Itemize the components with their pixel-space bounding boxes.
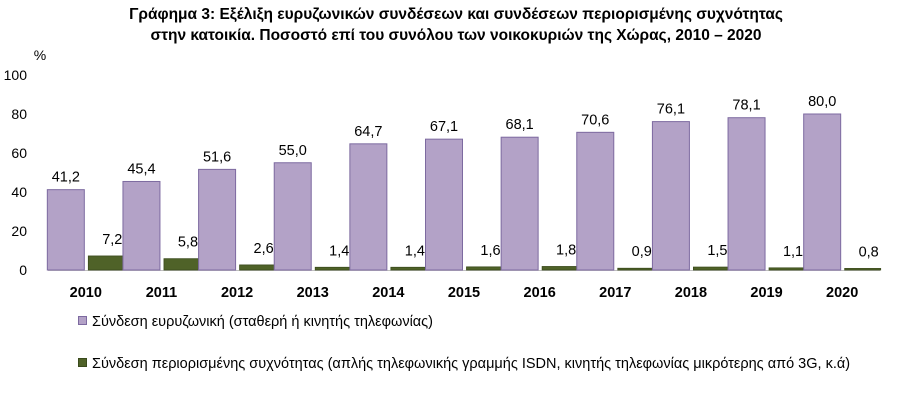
data-label-broadband: 70,6 (581, 112, 609, 128)
data-label-broadband: 67,1 (430, 119, 458, 135)
bar-narrowband (617, 267, 655, 271)
y-tick-label: 60 (11, 145, 27, 161)
x-tick-label: 2019 (750, 285, 782, 301)
legend-swatch-broadband (78, 316, 87, 325)
bar-broadband (425, 138, 463, 271)
x-tick-label: 2013 (297, 285, 329, 301)
y-tick-label: 20 (11, 223, 27, 239)
data-label-narrowband: 1,8 (556, 242, 576, 258)
bar-broadband (500, 136, 539, 271)
x-tick-label: 2020 (826, 285, 858, 301)
y-tick-label: 40 (11, 184, 27, 200)
bar-narrowband (314, 266, 352, 271)
bar-narrowband (87, 255, 125, 271)
data-label-narrowband: 1,5 (707, 243, 727, 259)
bar-broadband (576, 131, 615, 271)
bar-broadband (122, 180, 161, 271)
bar-broadband (349, 143, 388, 271)
bar-broadband (651, 121, 690, 271)
x-tick-label: 2017 (599, 285, 631, 301)
x-tick-label: 2010 (70, 285, 102, 301)
bar-narrowband (163, 258, 201, 271)
data-label-broadband: 51,6 (203, 149, 231, 165)
y-axis-unit: % (34, 47, 46, 63)
x-tick-label: 2015 (448, 285, 480, 301)
bar-broadband (273, 162, 312, 271)
data-label-broadband: 55,0 (279, 143, 307, 159)
data-label-broadband: 64,7 (354, 124, 382, 140)
data-label-narrowband: 5,8 (178, 235, 198, 251)
legend-label-narrowband: Σύνδεση περιορισμένης συχνότητας (απλής … (92, 356, 851, 372)
y-tick-label: 80 (11, 106, 27, 122)
legend-label-broadband: Σύνδεση ευρυζωνική (σταθερή ή κινητής τη… (92, 314, 433, 330)
data-label-narrowband: 0,8 (859, 244, 879, 260)
y-tick-label: 100 (4, 67, 28, 83)
data-label-narrowband: 1,1 (783, 244, 803, 260)
x-tick-label: 2018 (675, 285, 707, 301)
bar-narrowband (844, 268, 882, 271)
data-label-broadband: 76,1 (657, 102, 685, 118)
bar-broadband (727, 117, 766, 271)
bar-broadband (803, 113, 842, 271)
bar-chart: % 0 20 40 60 80 100 41,2 7,2 2010 45,4 5,8 2011 51,6 2… (4, 47, 882, 301)
x-tick-label: 2014 (372, 285, 404, 301)
bar-narrowband (768, 267, 806, 271)
bar-broadband (198, 168, 237, 271)
legend-narrowband: Σύνδεση περιορισμένης συχνότητας (απλής … (78, 354, 878, 374)
bar-narrowband (466, 266, 503, 271)
bar-narrowband (390, 266, 428, 271)
data-label-narrowband: 2,6 (254, 241, 274, 257)
chart-title-line-2: στην κατοικία. Ποσοστό επί του συνόλου τ… (150, 27, 762, 44)
legend-broadband: Σύνδεση ευρυζωνική (σταθερή ή κινητής τη… (78, 312, 433, 332)
legend-swatch-narrowband (78, 358, 87, 367)
data-label-narrowband: 1,6 (480, 243, 500, 259)
x-tick-label: 2016 (524, 285, 556, 301)
data-label-narrowband: 7,2 (102, 232, 122, 248)
chart-title-line-1: Γράφημα 3: Εξέλιξη ευρυζωνικών συνδέσεων… (129, 6, 783, 23)
bar-narrowband (693, 266, 730, 271)
data-label-broadband: 68,1 (506, 117, 534, 133)
data-label-broadband: 80,0 (808, 94, 836, 110)
bar-broadband (46, 189, 85, 271)
y-tick-label: 0 (19, 262, 27, 278)
bar-narrowband (239, 264, 276, 271)
data-label-broadband: 78,1 (732, 98, 760, 114)
chart-title: Γράφημα 3: Εξέλιξη ευρυζωνικών συνδέσεων… (0, 4, 912, 46)
data-label-narrowband: 0,9 (632, 244, 652, 260)
x-tick-label: 2012 (221, 285, 253, 301)
x-tick-label: 2011 (146, 285, 177, 301)
data-label-narrowband: 1,4 (329, 243, 349, 259)
data-label-broadband: 45,4 (127, 161, 155, 177)
data-label-broadband: 41,2 (52, 170, 80, 186)
bar-narrowband (541, 266, 579, 271)
data-label-narrowband: 1,4 (405, 243, 425, 259)
